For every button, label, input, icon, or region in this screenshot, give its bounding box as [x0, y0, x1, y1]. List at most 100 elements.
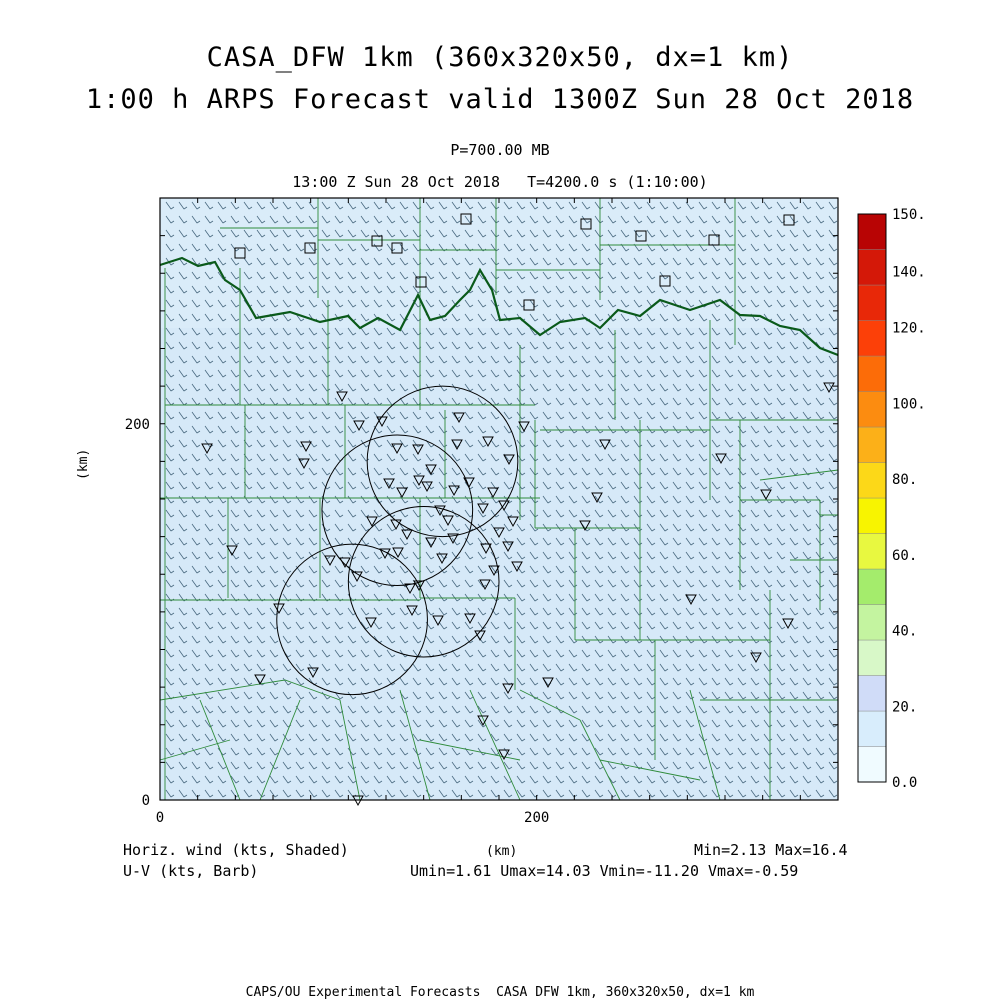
- station-triangle-marker: [599, 439, 611, 451]
- colorbar-border: [857, 213, 887, 783]
- station-triangle-marker: [782, 618, 794, 630]
- colorbar-segment: [857, 284, 887, 321]
- station-triangle-marker: [507, 516, 519, 528]
- wind-barbs: [165, 201, 838, 798]
- station-triangle-marker: [823, 382, 835, 394]
- station-triangle-marker: [685, 594, 697, 606]
- station-triangle-marker: [351, 571, 363, 583]
- station-triangle-marker: [442, 515, 454, 527]
- station-triangle-marker: [436, 553, 448, 565]
- colorbar: 150. 140. 120. 100. 80. 60. 40. 20. 0.0: [857, 207, 926, 791]
- colorbar-segment: [857, 497, 887, 534]
- station-triangle-marker: [463, 477, 475, 489]
- station-triangle-marker: [366, 516, 378, 528]
- colorbar-segment: [857, 604, 887, 641]
- station-triangle-marker: [396, 487, 408, 499]
- footer-credit: CAPS/OU Experimental Forecasts CASA DFW …: [245, 985, 755, 1000]
- station-triangle-marker: [448, 485, 460, 497]
- axis-ticks: [159, 197, 839, 801]
- colorbar-segment: [857, 355, 887, 392]
- colorbar-label: 120.: [892, 321, 926, 337]
- colorbar-segment: [857, 533, 887, 570]
- county-boundaries: [159, 198, 839, 801]
- station-triangle-marker: [750, 652, 762, 664]
- station-triangle-marker: [518, 421, 530, 433]
- colorbar-segment: [857, 462, 887, 499]
- station-triangle-marker: [487, 487, 499, 499]
- station-triangle-marker: [404, 583, 416, 595]
- colorbar-label: 140.: [892, 265, 926, 281]
- station-triangle-marker: [479, 579, 491, 591]
- station-triangle-marker: [502, 541, 514, 553]
- colorbar-segment: [857, 639, 887, 676]
- station-triangle-marker: [298, 458, 310, 470]
- plot-frame: 0 200 0 200: [125, 197, 839, 826]
- station-triangle-marker: [451, 439, 463, 451]
- station-square-marker: [460, 213, 472, 225]
- station-triangle-marker: [201, 443, 213, 455]
- colorbar-segment: [857, 320, 887, 357]
- wind-barb-field: [165, 201, 838, 798]
- y-axis-label: (km): [76, 448, 91, 480]
- station-triangle-marker: [432, 615, 444, 627]
- station-triangle-marker: [307, 667, 319, 679]
- station-triangle-marker: [447, 533, 459, 545]
- station-triangle-marker: [480, 543, 492, 555]
- title-line-2: 1:00 h ARPS Forecast valid 1300Z Sun 28 …: [85, 84, 915, 115]
- station-triangle-marker: [488, 565, 500, 577]
- map-background: [160, 198, 838, 800]
- uv-range-readout: Umin=1.61 Umax=14.03 Vmin=-11.20 Vmax=-0…: [410, 862, 799, 880]
- colorbar-segment: [857, 391, 887, 428]
- county-lines: [159, 198, 839, 801]
- colorbar-segment: [857, 710, 887, 747]
- station-square-marker: [391, 242, 403, 254]
- radar-range-ring: [276, 543, 428, 696]
- station-triangle-marker: [353, 420, 365, 432]
- station-triangle-marker: [401, 529, 413, 541]
- x-tick-label: 0: [156, 810, 164, 826]
- station-triangle-marker: [421, 481, 433, 493]
- station-triangle-marker: [413, 475, 425, 487]
- station-triangle-marker: [324, 555, 336, 567]
- colorbar-segment: [857, 746, 887, 783]
- station-triangle-marker: [715, 453, 727, 465]
- colorbar-label: 40.: [892, 624, 917, 640]
- radar-range-ring: [366, 385, 519, 538]
- colorbar-label: 100.: [892, 396, 926, 412]
- station-triangle-marker: [502, 683, 514, 695]
- station-square-marker: [635, 230, 647, 242]
- station-square-marker: [523, 299, 535, 311]
- colorbar-segment: [857, 426, 887, 463]
- station-square-marker: [783, 214, 795, 226]
- station-triangle-marker: [390, 519, 402, 531]
- station-triangle-marker: [482, 436, 494, 448]
- colorbar-segment: [857, 568, 887, 605]
- station-triangle-marker: [425, 464, 437, 476]
- station-triangle-marker: [226, 545, 238, 557]
- station-triangle-marker: [406, 605, 418, 617]
- colorbar-label: 150.: [892, 207, 926, 223]
- station-triangle-marker: [760, 489, 772, 501]
- colorbar-segment: [857, 675, 887, 712]
- y-tick-label: 0: [142, 793, 150, 809]
- station-triangle-marker: [413, 580, 425, 592]
- station-triangle-marker: [412, 444, 424, 456]
- station-triangle-marker: [383, 478, 395, 490]
- station-triangle-marker: [542, 677, 554, 689]
- station-triangle-marker: [392, 547, 404, 559]
- station-triangle-marker: [425, 537, 437, 549]
- station-triangle-marker: [379, 548, 391, 560]
- x-tick-label: 200: [524, 810, 549, 826]
- station-triangle-marker: [498, 500, 510, 512]
- station-square-marker: [371, 235, 383, 247]
- colorbar-label: 80.: [892, 472, 917, 488]
- title-line-1: CASA_DFW 1km (360x320x50, dx=1 km): [206, 42, 794, 73]
- station-triangle-marker: [365, 617, 377, 629]
- station-triangle-marker: [300, 441, 312, 453]
- station-triangle-marker: [453, 412, 465, 424]
- x-axis-label: (km): [486, 844, 518, 859]
- station-square-marker: [415, 276, 427, 288]
- observation-stations: [201, 213, 835, 807]
- station-triangle-marker: [579, 520, 591, 532]
